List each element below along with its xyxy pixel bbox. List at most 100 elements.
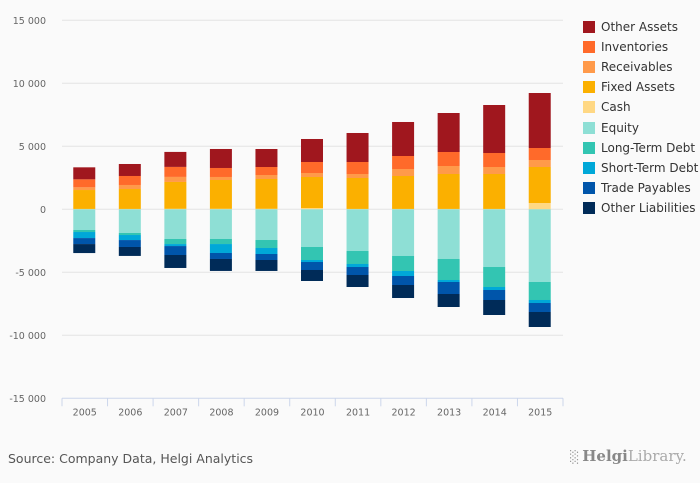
bar-segment-cash-2008[interactable] [209, 208, 232, 210]
bar-segment-other-liabilities-2011[interactable] [346, 274, 369, 288]
bar-segment-receivables-2005[interactable] [73, 187, 96, 191]
bar-segment-other-assets-2008[interactable] [209, 148, 232, 168]
bar-segment-other-liabilities-2012[interactable] [392, 285, 415, 299]
bar-segment-inventories-2009[interactable] [255, 167, 278, 176]
bar-segment-other-liabilities-2015[interactable] [528, 312, 551, 327]
bar-segment-short-term-debt-2009[interactable] [255, 248, 278, 255]
bar-segment-other-assets-2012[interactable] [392, 121, 415, 157]
legend-item-equity[interactable]: Equity [583, 117, 698, 137]
bar-segment-long-term-debt-2007[interactable] [164, 238, 187, 245]
bar-segment-short-term-debt-2010[interactable] [301, 260, 323, 263]
bar-segment-trade-payables-2008[interactable] [209, 252, 232, 259]
legend-item-cash[interactable]: Cash [583, 97, 698, 117]
bar-segment-other-liabilities-2009[interactable] [255, 260, 278, 271]
legend-item-other-liabilities[interactable]: Other Liabilities [583, 198, 698, 218]
bar-segment-equity-2011[interactable] [346, 209, 369, 252]
bar-segment-equity-2015[interactable] [528, 209, 551, 283]
bar-segment-trade-payables-2012[interactable] [392, 276, 415, 286]
bar-segment-receivables-2006[interactable] [118, 184, 141, 190]
bar-segment-receivables-2009[interactable] [255, 175, 278, 179]
bar-segment-inventories-2014[interactable] [483, 153, 506, 168]
bar-segment-fixed-assets-2010[interactable] [301, 177, 323, 209]
legend-item-fixed-assets[interactable]: Fixed Assets [583, 77, 698, 97]
bar-segment-receivables-2014[interactable] [483, 167, 506, 174]
bar-segment-other-assets-2013[interactable] [437, 112, 460, 152]
bar-segment-fixed-assets-2015[interactable] [528, 167, 551, 203]
bar-segment-trade-payables-2011[interactable] [346, 267, 369, 275]
bar-segment-long-term-debt-2006[interactable] [118, 233, 141, 236]
bar-segment-long-term-debt-2009[interactable] [255, 240, 278, 249]
bar-segment-cash-2015[interactable] [528, 203, 551, 210]
bar-segment-other-liabilities-2010[interactable] [301, 269, 323, 281]
bar-segment-inventories-2012[interactable] [392, 156, 415, 170]
bar-segment-short-term-debt-2011[interactable] [346, 263, 369, 268]
legend-item-inventories[interactable]: Inventories [583, 37, 698, 57]
legend-item-short-term-debt[interactable]: Short-Term Debt [583, 158, 698, 178]
bar-segment-trade-payables-2014[interactable] [483, 290, 506, 300]
bar-segment-fixed-assets-2007[interactable] [164, 181, 187, 209]
bar-segment-equity-2008[interactable] [209, 209, 232, 239]
bar-segment-cash-2007[interactable] [164, 208, 187, 210]
bar-segment-other-liabilities-2007[interactable] [164, 255, 187, 268]
bar-segment-other-liabilities-2013[interactable] [437, 293, 460, 308]
bar-segment-other-assets-2010[interactable] [301, 138, 323, 162]
bar-segment-inventories-2006[interactable] [118, 175, 141, 185]
bar-segment-other-assets-2015[interactable] [528, 93, 551, 149]
bar-segment-long-term-debt-2005[interactable] [73, 230, 96, 233]
bar-segment-long-term-debt-2010[interactable] [301, 246, 323, 261]
bar-segment-fixed-assets-2009[interactable] [255, 178, 278, 209]
bar-segment-other-assets-2005[interactable] [73, 167, 96, 180]
bar-segment-trade-payables-2009[interactable] [255, 254, 278, 261]
bar-segment-equity-2012[interactable] [392, 209, 415, 256]
bar-segment-inventories-2005[interactable] [73, 179, 96, 188]
bar-segment-equity-2005[interactable] [73, 209, 96, 231]
bar-segment-equity-2006[interactable] [118, 209, 141, 234]
bar-segment-short-term-debt-2006[interactable] [118, 235, 141, 241]
bar-segment-short-term-debt-2007[interactable] [164, 244, 187, 247]
bar-segment-other-assets-2011[interactable] [346, 132, 369, 162]
bar-segment-inventories-2013[interactable] [437, 151, 460, 166]
bar-segment-inventories-2010[interactable] [301, 161, 323, 173]
bar-segment-receivables-2011[interactable] [346, 173, 369, 179]
bar-segment-fixed-assets-2008[interactable] [209, 180, 232, 209]
bar-segment-inventories-2015[interactable] [528, 148, 551, 160]
bar-segment-inventories-2011[interactable] [346, 161, 369, 174]
bar-segment-trade-payables-2013[interactable] [437, 282, 460, 294]
bar-segment-long-term-debt-2011[interactable] [346, 251, 369, 264]
bar-segment-equity-2009[interactable] [255, 209, 278, 241]
legend-item-other-assets[interactable]: Other Assets [583, 17, 698, 37]
bar-segment-short-term-debt-2013[interactable] [437, 279, 460, 283]
bar-segment-other-liabilities-2008[interactable] [209, 258, 232, 271]
bar-segment-other-liabilities-2005[interactable] [73, 244, 96, 254]
bar-segment-trade-payables-2015[interactable] [528, 303, 551, 313]
bar-segment-trade-payables-2007[interactable] [164, 246, 187, 256]
bar-segment-cash-2010[interactable] [301, 208, 323, 210]
bar-segment-long-term-debt-2008[interactable] [209, 238, 232, 245]
bar-segment-short-term-debt-2012[interactable] [392, 271, 415, 277]
bar-segment-receivables-2012[interactable] [392, 169, 415, 176]
bar-segment-long-term-debt-2014[interactable] [483, 267, 506, 288]
bar-segment-trade-payables-2010[interactable] [301, 262, 323, 270]
bar-segment-other-assets-2009[interactable] [255, 148, 278, 168]
bar-segment-receivables-2015[interactable] [528, 159, 551, 168]
bar-segment-long-term-debt-2013[interactable] [437, 258, 460, 280]
bar-segment-fixed-assets-2013[interactable] [437, 173, 460, 209]
bar-segment-short-term-debt-2005[interactable] [73, 232, 96, 239]
bar-segment-short-term-debt-2015[interactable] [528, 299, 551, 304]
legend-item-long-term-debt[interactable]: Long-Term Debt [583, 138, 698, 158]
bar-segment-receivables-2013[interactable] [437, 165, 460, 174]
bar-segment-equity-2013[interactable] [437, 209, 460, 259]
bar-segment-other-liabilities-2006[interactable] [118, 246, 141, 256]
bar-segment-equity-2014[interactable] [483, 209, 506, 268]
bar-segment-long-term-debt-2015[interactable] [528, 282, 551, 300]
bar-segment-fixed-assets-2005[interactable] [73, 190, 96, 209]
bar-segment-equity-2010[interactable] [301, 209, 323, 247]
bar-segment-fixed-assets-2014[interactable] [483, 173, 506, 209]
bar-segment-receivables-2007[interactable] [164, 176, 187, 182]
bar-segment-trade-payables-2005[interactable] [73, 238, 96, 245]
legend-item-receivables[interactable]: Receivables [583, 57, 698, 77]
bar-segment-receivables-2008[interactable] [209, 176, 232, 181]
bar-segment-other-assets-2007[interactable] [164, 151, 187, 167]
bar-segment-long-term-debt-2012[interactable] [392, 255, 415, 272]
bar-segment-equity-2007[interactable] [164, 209, 187, 239]
